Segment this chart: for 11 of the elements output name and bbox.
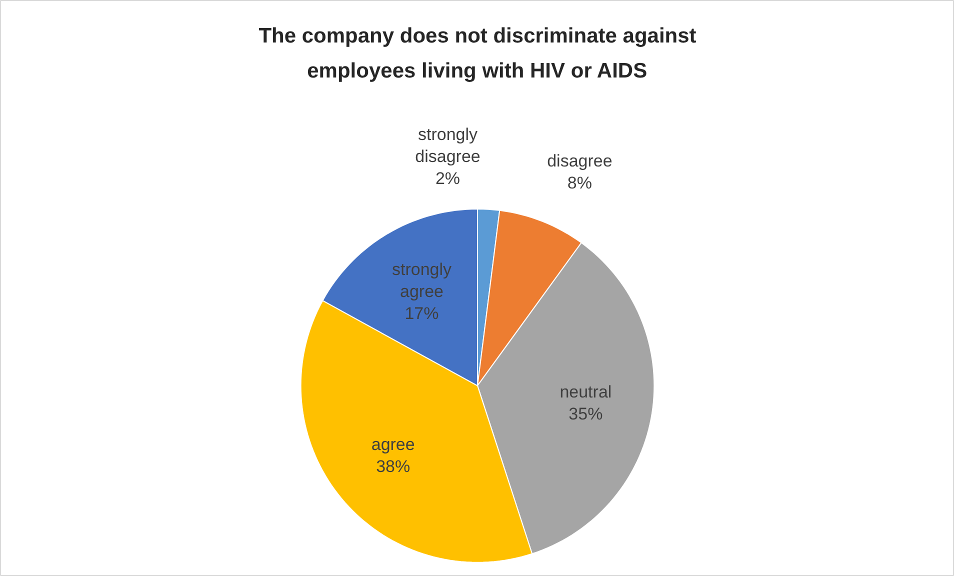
data-label: 8% [567,174,592,193]
data-label: 35% [568,404,603,424]
slice-label: neutral [560,382,612,402]
data-label: 17% [404,304,439,323]
slice-label: strongly agree [392,260,452,301]
slice-label: agree [371,435,415,454]
data-label: 38% [376,456,410,476]
data-label: 2% [435,168,460,188]
slice-label: disagree [547,152,612,171]
chart-title: The company does not discriminate against employees living with HIV or AIDS [258,24,696,83]
slice-label: strongly disagree [415,125,480,166]
